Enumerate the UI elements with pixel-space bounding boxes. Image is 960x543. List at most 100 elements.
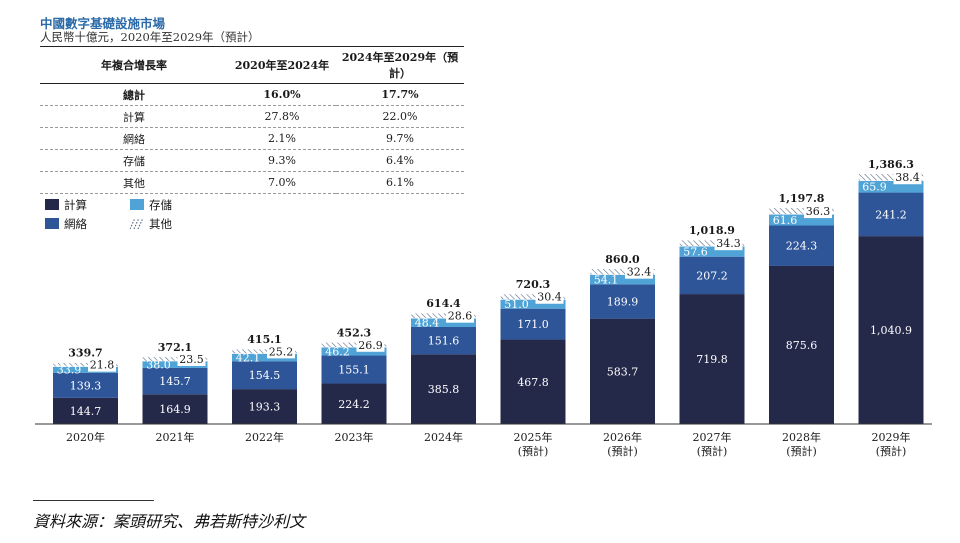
data-label-storage: 57.6 (683, 245, 708, 258)
bar-segment-storage (53, 366, 118, 373)
data-label-other-bg (893, 171, 922, 185)
bar-segment-other (410, 312, 477, 319)
cagr-row-value-a: 16.0% (228, 83, 336, 106)
bar-segment-network (500, 308, 566, 340)
bar-segment-other (858, 173, 924, 181)
bar-segment-network (858, 192, 924, 237)
x-tick-label: 2022年 (245, 430, 284, 444)
data-label-network: 171.0 (517, 318, 549, 331)
legend-item-compute: 計算 (45, 197, 87, 213)
legend-swatch-storage (130, 199, 144, 210)
data-label-other: 30.4 (537, 291, 562, 304)
legend-swatch-network (45, 218, 59, 229)
cagr-row-value-a: 2.1% (228, 127, 336, 150)
bar-segment-compute (590, 318, 655, 424)
cagr-row-compute: 計算 27.8% 22.0% (40, 105, 464, 128)
bar-segment-compute (232, 389, 297, 424)
data-label-total: 452.3 (337, 326, 371, 339)
bar-segment-compute (769, 265, 834, 424)
data-label-other-bg (804, 205, 832, 219)
data-label-compute: 224.2 (338, 398, 370, 411)
bar-segment-network (232, 361, 297, 390)
data-label-storage: 42.1 (236, 351, 261, 364)
bar-segment-storage (232, 353, 297, 362)
cagr-row-value-b: 6.1% (336, 171, 464, 194)
cagr-table: 年複合增長率 2020年至2024年 2024年至2029年（預計） 總計 16… (40, 46, 464, 194)
data-label-total: 1,018.9 (689, 224, 735, 237)
cagr-row-label: 總計 (40, 83, 228, 106)
data-label-network: 145.7 (159, 375, 191, 388)
data-label-compute: 1,040.9 (870, 324, 912, 337)
x-tick-label: 2026年 (603, 430, 642, 444)
data-label-network: 151.6 (428, 335, 460, 348)
bar-segment-other (142, 356, 208, 362)
x-tick-label: 2027年 (693, 430, 732, 444)
data-label-other-bg (446, 309, 474, 323)
x-tick-label: 2025年 (514, 430, 553, 444)
bar-segment-compute (53, 397, 118, 424)
data-label-other: 21.8 (90, 359, 115, 372)
data-label-compute: 385.8 (428, 383, 460, 396)
bar-segment-other (679, 239, 745, 247)
bar-segment-network (679, 256, 745, 295)
cagr-row-value-a: 7.0% (228, 171, 336, 194)
data-label-total: 614.4 (426, 297, 461, 310)
bar-segment-network (590, 284, 655, 319)
cagr-row-storage: 存儲 9.3% 6.4% (40, 149, 464, 172)
bar-segment-other (52, 362, 119, 367)
data-label-network: 189.9 (607, 296, 639, 309)
bar-segment-compute (321, 383, 387, 424)
data-label-network: 154.5 (249, 369, 281, 382)
data-label-storage: 48.4 (415, 317, 440, 330)
data-label-other: 34.3 (716, 237, 741, 250)
data-label-total: 720.3 (516, 278, 550, 291)
data-label-compute: 467.8 (517, 376, 549, 389)
chart-subtitle: 人民幣十億元，2020年至2029年（預計） (40, 30, 260, 44)
data-label-compute: 164.9 (159, 403, 191, 416)
data-label-total: 339.7 (68, 347, 102, 360)
data-label-network: 224.3 (786, 240, 818, 253)
data-label-total: 1,386.3 (868, 158, 914, 171)
x-tick-sublabel: (預計) (876, 444, 907, 458)
data-label-compute: 583.7 (607, 365, 639, 378)
cagr-row-value-b: 6.4% (336, 149, 464, 172)
cagr-row-value-a: 27.8% (228, 105, 336, 128)
x-tick-sublabel: (預計) (697, 444, 728, 458)
legend-item-other: 其他 (130, 216, 172, 232)
bar-segment-network (321, 355, 387, 384)
cagr-row-value-b: 9.7% (336, 127, 464, 150)
data-label-network: 155.1 (338, 364, 370, 377)
data-label-other-bg (714, 237, 743, 251)
bar-segment-network (769, 225, 834, 266)
x-tick-label: 2020年 (66, 430, 105, 444)
bar-segment-storage (321, 347, 387, 356)
x-tick-sublabel: (預計) (607, 444, 638, 458)
data-label-storage: 65.9 (862, 181, 887, 194)
bar-segment-storage (590, 274, 655, 285)
x-tick-sublabel: (預計) (518, 444, 549, 458)
data-label-storage: 46.2 (325, 345, 350, 358)
data-label-other: 28.6 (448, 310, 473, 323)
bar-segment-other (231, 348, 298, 354)
data-label-compute: 193.3 (249, 401, 281, 414)
bar-segment-compute (142, 394, 208, 424)
data-label-compute: 144.7 (70, 405, 102, 418)
legend-item-storage: 存儲 (130, 197, 172, 213)
bar-segment-compute (500, 339, 566, 424)
bar-segment-storage (411, 318, 476, 327)
data-label-other: 25.2 (269, 345, 294, 358)
x-tick-label: 2029年 (872, 430, 911, 444)
cagr-row-label: 計算 (40, 105, 228, 128)
bar-segment-network (142, 367, 208, 395)
data-label-storage: 33.9 (57, 364, 82, 377)
bar-segment-other (589, 268, 656, 275)
legend-label-other: 其他 (149, 217, 172, 231)
data-label-other: 26.9 (358, 339, 383, 352)
legend-label-storage: 存儲 (149, 198, 172, 212)
cagr-table-header: 年複合增長率 2020年至2024年 2024年至2029年（預計） (40, 46, 464, 84)
bar-segment-other (500, 293, 566, 300)
cagr-row-value-b: 17.7% (336, 83, 464, 106)
cagr-row-value-a: 9.3% (228, 149, 336, 172)
data-label-other-bg (177, 352, 206, 366)
